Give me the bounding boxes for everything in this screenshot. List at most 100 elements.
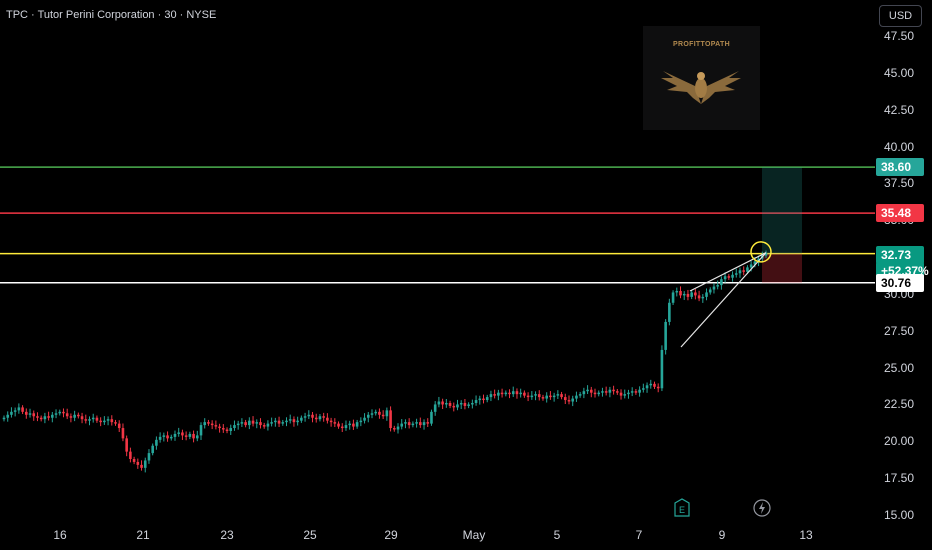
candle — [303, 412, 307, 422]
candle — [742, 266, 745, 276]
candle — [601, 387, 604, 397]
candle — [91, 413, 95, 423]
candle — [389, 406, 392, 432]
candle — [43, 412, 47, 424]
candle — [177, 427, 181, 437]
candle — [582, 387, 586, 399]
candle — [95, 415, 99, 423]
candle — [504, 390, 508, 397]
candle — [571, 395, 575, 407]
x-tick-label: 21 — [136, 528, 150, 542]
candle — [708, 287, 712, 295]
candle — [374, 409, 378, 416]
candle — [668, 298, 671, 326]
candle — [597, 390, 601, 397]
candle — [300, 415, 303, 423]
candle — [39, 415, 43, 422]
candle — [556, 390, 560, 400]
y-tick-label: 15.00 — [884, 508, 915, 522]
candle — [25, 408, 28, 419]
y-tick-label: 42.50 — [884, 102, 915, 117]
candle — [51, 411, 54, 423]
candle — [184, 431, 188, 441]
earnings-icon[interactable]: E — [673, 498, 691, 518]
candle — [307, 410, 311, 420]
candle — [716, 280, 719, 290]
candle — [660, 345, 664, 392]
candle — [21, 405, 24, 415]
candle — [437, 396, 441, 408]
candle — [634, 388, 638, 395]
currency-selector[interactable]: USD — [879, 5, 922, 27]
candle — [627, 389, 630, 399]
candle — [69, 413, 73, 423]
candle — [493, 389, 496, 399]
candle — [738, 267, 742, 278]
candle — [441, 398, 444, 410]
candle — [682, 291, 686, 300]
candle — [723, 272, 727, 283]
candle — [277, 416, 281, 428]
candle — [13, 407, 17, 417]
y-tick-label: 17.50 — [884, 471, 915, 486]
candle — [664, 319, 667, 355]
candle — [415, 418, 418, 428]
candle — [712, 283, 716, 294]
candle — [649, 379, 653, 389]
candle — [604, 386, 608, 396]
candle — [47, 411, 50, 421]
candle — [158, 432, 162, 443]
candle — [84, 414, 88, 424]
candle — [727, 274, 731, 280]
candle — [567, 395, 571, 405]
candle — [259, 418, 262, 429]
tp-price-label: 38.60 — [876, 158, 924, 177]
candle — [121, 423, 125, 442]
candle — [426, 418, 430, 428]
candle — [404, 419, 407, 429]
candle — [311, 411, 314, 423]
candle — [575, 391, 578, 402]
candle — [586, 385, 589, 394]
res-price-label: 35.48 — [876, 204, 924, 223]
candle — [638, 386, 641, 397]
candle — [36, 412, 39, 422]
candle — [274, 417, 277, 427]
x-tick-label: 16 — [53, 528, 67, 542]
candle — [173, 430, 177, 441]
candle — [136, 458, 140, 469]
candle — [612, 385, 615, 395]
candle — [270, 417, 273, 427]
candle — [392, 425, 396, 432]
watermark-logo: PROFITTOPATH — [643, 26, 760, 130]
lightning-icon[interactable] — [753, 498, 771, 518]
highlight-circle — [750, 241, 772, 263]
candle — [255, 419, 259, 429]
candle — [675, 287, 679, 297]
candle — [694, 289, 697, 300]
eagle-icon — [661, 71, 741, 104]
candle — [266, 420, 270, 431]
candle — [705, 288, 708, 301]
candle — [686, 289, 690, 301]
candle — [333, 418, 337, 428]
candle — [322, 412, 325, 422]
y-tick-label: 37.50 — [884, 176, 915, 191]
candle — [288, 414, 292, 424]
candle — [578, 391, 582, 398]
candle — [433, 401, 437, 416]
candle — [218, 423, 221, 433]
x-tick-label: May — [462, 528, 486, 542]
candle — [656, 383, 660, 393]
y-tick-label: 20.00 — [884, 434, 915, 449]
y-tick-label: 40.00 — [884, 139, 915, 154]
candle — [192, 430, 195, 443]
candle — [210, 420, 214, 430]
x-tick-label: 5 — [553, 528, 561, 542]
candle — [519, 388, 522, 398]
candle — [474, 395, 478, 406]
candle — [73, 410, 76, 422]
candle — [248, 417, 251, 430]
candle — [88, 416, 91, 426]
